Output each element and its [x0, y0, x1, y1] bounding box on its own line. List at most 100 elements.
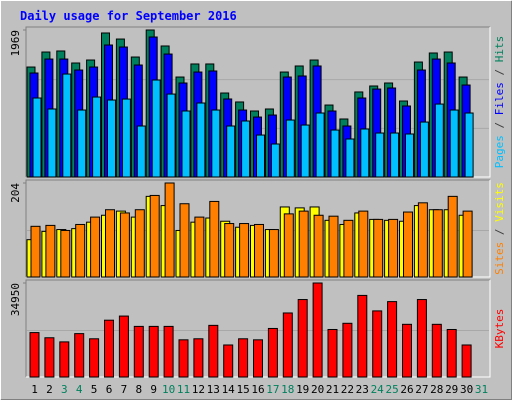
bar — [119, 212, 130, 278]
bar — [357, 294, 368, 378]
bar — [121, 98, 131, 178]
x-tick-label: 25 — [385, 383, 398, 396]
bar — [447, 195, 458, 278]
bar — [136, 125, 146, 178]
bar — [402, 323, 412, 378]
x-tick-label: 23 — [356, 383, 369, 396]
legend-entry: Visits — [493, 182, 506, 222]
x-tick-label: 15 — [236, 383, 249, 396]
bar — [148, 325, 159, 378]
x-tick-label: 24 — [371, 383, 385, 396]
legend-entry: Sites — [493, 242, 506, 275]
bar — [134, 209, 145, 278]
panel-bevel — [25, 179, 490, 277]
bar — [74, 333, 85, 378]
legend-separator: / — [493, 222, 506, 242]
bar — [431, 323, 442, 378]
bar — [226, 125, 236, 178]
bar — [403, 211, 413, 278]
bar — [462, 210, 473, 278]
x-tick-label: 30 — [460, 383, 473, 396]
x-tick-label: 11 — [177, 383, 190, 396]
bar — [267, 327, 278, 378]
bar — [254, 223, 264, 278]
legend-entry: Files — [493, 82, 506, 115]
bar — [327, 328, 338, 378]
panel-bevel — [25, 26, 490, 177]
x-tick-label: 8 — [135, 383, 142, 396]
bar — [166, 93, 176, 178]
bar — [104, 319, 114, 378]
bar — [297, 299, 308, 378]
legend-separator: / — [493, 62, 506, 82]
bar — [77, 109, 87, 178]
bar — [432, 209, 443, 278]
bar — [92, 96, 102, 178]
y-tick-label: 34950 — [9, 283, 22, 316]
legend-separator: / — [493, 115, 506, 135]
bar — [270, 143, 280, 178]
bar — [375, 132, 385, 178]
bar — [151, 79, 161, 178]
bar — [256, 134, 265, 178]
bar — [315, 112, 325, 178]
y-tick-label: 204 — [9, 183, 22, 203]
bar — [405, 133, 414, 178]
bar — [179, 203, 190, 278]
x-tick-label: 5 — [91, 383, 98, 396]
bar — [47, 108, 57, 178]
bar — [253, 339, 263, 378]
legend-entry: Hits — [493, 36, 506, 63]
bar — [328, 215, 339, 278]
y-tick-label: 1969 — [9, 30, 22, 57]
bar — [209, 200, 220, 278]
x-tick-label: 10 — [162, 383, 175, 396]
bar — [196, 102, 206, 178]
bar — [446, 328, 457, 378]
bar — [342, 322, 353, 378]
bar — [360, 128, 370, 178]
panel-bevel — [25, 279, 490, 377]
bar — [268, 229, 279, 278]
bar — [133, 325, 144, 378]
legend: Pages / Files / Hits — [493, 36, 506, 169]
x-tick-label: 22 — [341, 383, 354, 396]
bar — [32, 97, 42, 178]
bar — [313, 214, 324, 278]
legend: KBytes — [493, 309, 506, 349]
bar — [419, 121, 429, 178]
x-tick-label: 3 — [61, 383, 68, 396]
legend: Sites / Visits — [493, 182, 506, 275]
bar — [345, 138, 355, 178]
x-tick-label: 17 — [266, 383, 279, 396]
x-tick-label: 20 — [311, 383, 324, 396]
x-tick-label: 21 — [326, 383, 339, 396]
x-tick-label: 18 — [281, 383, 294, 396]
bar — [239, 223, 250, 278]
bar — [223, 344, 234, 378]
bar — [44, 337, 55, 378]
bar — [461, 344, 472, 378]
bar — [417, 202, 428, 278]
bar — [181, 110, 191, 178]
x-tick-label: 7 — [121, 383, 128, 396]
bar — [390, 132, 400, 178]
bar — [90, 216, 101, 278]
x-tick-label: 26 — [400, 383, 413, 396]
legend-entry: KBytes — [493, 309, 506, 349]
bar — [312, 282, 323, 378]
x-tick-label: 31 — [475, 383, 488, 396]
x-tick-label: 13 — [207, 383, 220, 396]
bar — [464, 112, 474, 178]
bar — [372, 310, 383, 378]
bar — [330, 129, 340, 178]
bar — [387, 301, 398, 378]
x-tick-label: 27 — [415, 383, 428, 396]
bar — [211, 109, 221, 178]
bar — [358, 210, 369, 278]
x-tick-label: 2 — [46, 383, 53, 396]
bar — [30, 225, 41, 278]
